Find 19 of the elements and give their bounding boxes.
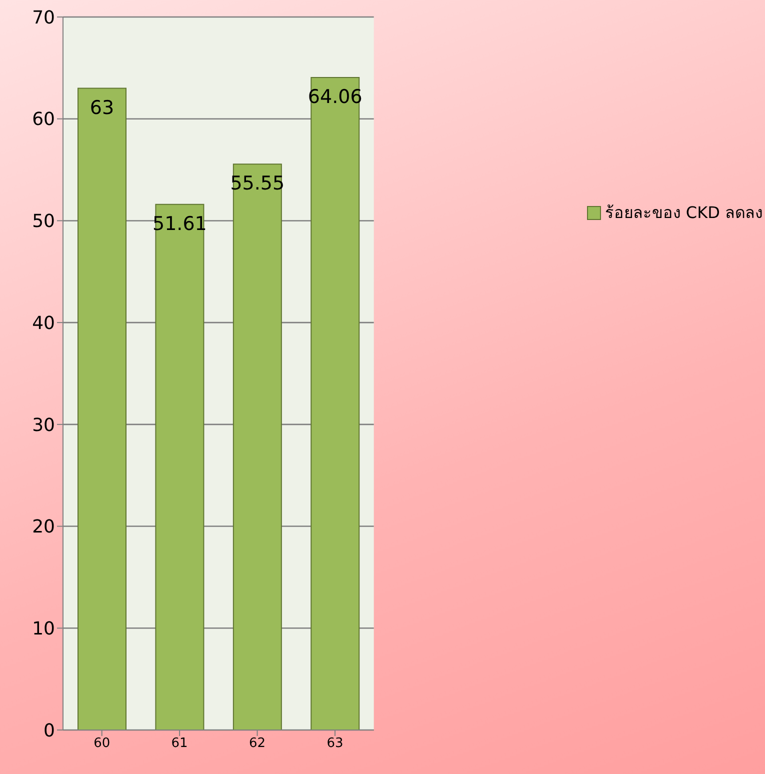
y-tick-label: 20 bbox=[32, 516, 55, 538]
x-tick-label: 62 bbox=[249, 736, 266, 752]
bar bbox=[78, 88, 126, 730]
y-tick-label: 10 bbox=[32, 618, 55, 640]
legend-label: ร้อยละของ CKD ลดลง bbox=[604, 202, 763, 224]
bar bbox=[232, 164, 282, 730]
y-tick-label: 40 bbox=[32, 312, 55, 334]
data-label: 63 bbox=[90, 96, 114, 119]
x-tick-label: 63 bbox=[326, 736, 344, 752]
bar bbox=[310, 77, 360, 730]
data-label: 51.61 bbox=[152, 212, 207, 235]
x-tick-label: 60 bbox=[94, 736, 110, 752]
y-tick-label: 60 bbox=[32, 109, 55, 130]
y-tick-label: 70 bbox=[32, 7, 55, 28]
y-tick-label: 0 bbox=[44, 720, 55, 742]
y-tick-label: 30 bbox=[32, 414, 55, 436]
y-tick-label: 50 bbox=[32, 211, 55, 232]
x-tick-label: 61 bbox=[171, 736, 188, 752]
bar bbox=[155, 204, 204, 730]
